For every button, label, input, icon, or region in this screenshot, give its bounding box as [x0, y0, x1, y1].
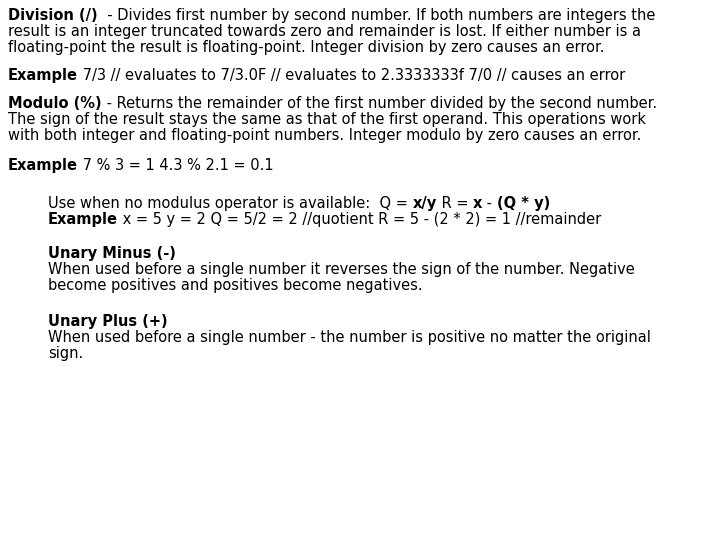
- Text: x: x: [473, 196, 482, 211]
- Text: -: -: [482, 196, 497, 211]
- Text: Unary Plus (+): Unary Plus (+): [48, 314, 168, 329]
- Text: - Returns the remainder of the first number divided by the second number.: - Returns the remainder of the first num…: [102, 96, 657, 111]
- Text: When used before a single number it reverses the sign of the number. Negative: When used before a single number it reve…: [48, 262, 635, 277]
- Text: The sign of the result stays the same as that of the first operand. This operati: The sign of the result stays the same as…: [8, 112, 646, 127]
- Text: Modulo (%): Modulo (%): [8, 96, 102, 111]
- Text: Example: Example: [48, 212, 118, 227]
- Text: R =: R =: [437, 196, 473, 211]
- Text: with both integer and floating-point numbers. Integer modulo by zero causes an e: with both integer and floating-point num…: [8, 128, 642, 143]
- Text: - Divides first number by second number. If both numbers are integers the: - Divides first number by second number.…: [98, 8, 655, 23]
- Text: become positives and positives become negatives.: become positives and positives become ne…: [48, 278, 423, 293]
- Text: sign.: sign.: [48, 346, 84, 361]
- Text: 7/3 // evaluates to 7/3.0F // evaluates to 2.3333333f 7/0 // causes an error: 7/3 // evaluates to 7/3.0F // evaluates …: [78, 68, 625, 83]
- Text: (Q * y): (Q * y): [497, 196, 550, 211]
- Text: x = 5 y = 2 Q = 5/2 = 2 //quotient R = 5 - (2 * 2) = 1 //remainder: x = 5 y = 2 Q = 5/2 = 2 //quotient R = 5…: [118, 212, 601, 227]
- Text: x/y: x/y: [413, 196, 437, 211]
- Text: Example: Example: [8, 158, 78, 173]
- Text: Division (/): Division (/): [8, 8, 98, 23]
- Text: Unary Minus (-): Unary Minus (-): [48, 246, 176, 261]
- Text: Example: Example: [8, 68, 78, 83]
- Text: When used before a single number - the number is positive no matter the original: When used before a single number - the n…: [48, 330, 651, 345]
- Text: floating-point the result is floating-point. Integer division by zero causes an : floating-point the result is floating-po…: [8, 40, 605, 55]
- Text: Use when no modulus operator is available:  Q =: Use when no modulus operator is availabl…: [48, 196, 413, 211]
- Text: result is an integer truncated towards zero and remainder is lost. If either num: result is an integer truncated towards z…: [8, 24, 641, 39]
- Text: 7 % 3 = 1 4.3 % 2.1 = 0.1: 7 % 3 = 1 4.3 % 2.1 = 0.1: [78, 158, 274, 173]
